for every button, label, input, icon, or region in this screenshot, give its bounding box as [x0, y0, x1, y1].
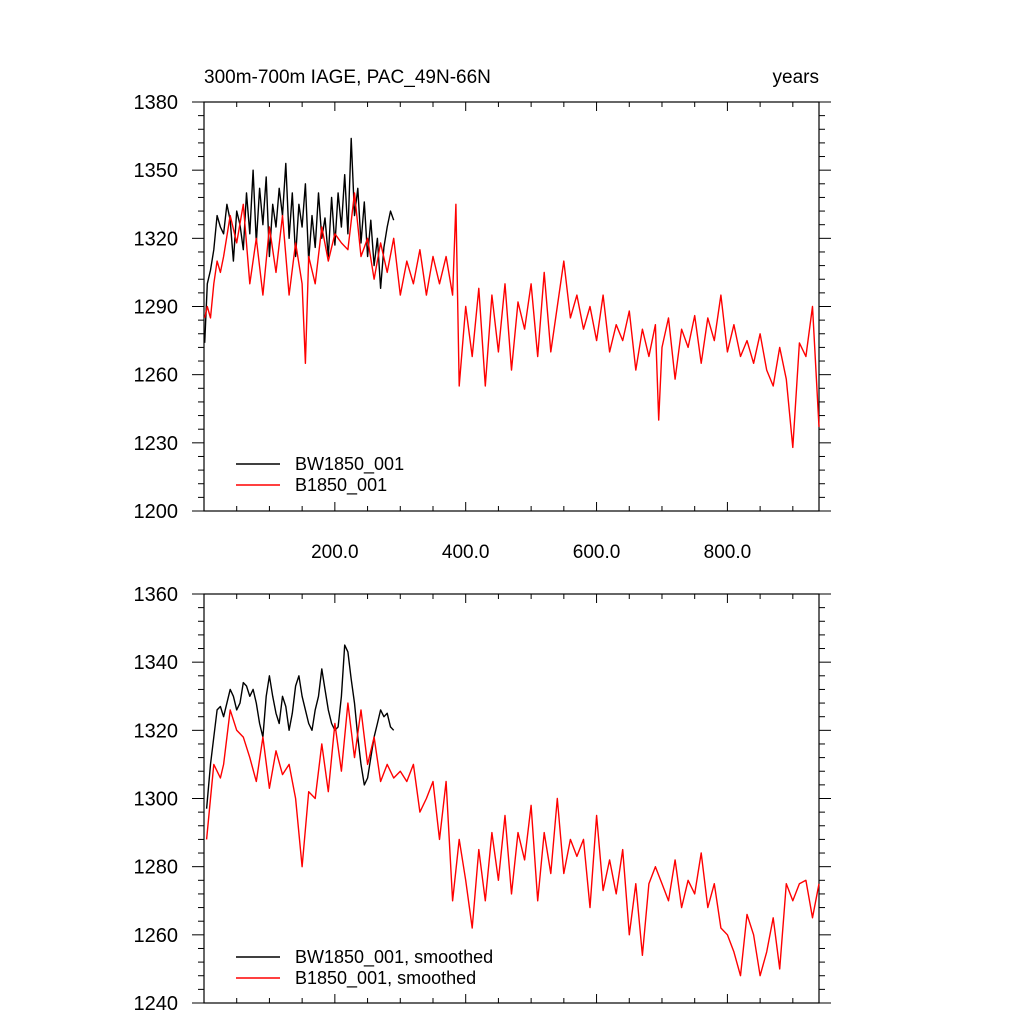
- y-tick-label: 1240: [134, 993, 179, 1015]
- legend-label: BW1850_001: [295, 454, 404, 475]
- top-chart-panel: 200.0 400.0 600.0 800.0 1200 1230 1260 1290 1320…: [134, 92, 831, 563]
- y-tick-label: 1230: [134, 433, 179, 455]
- y-tick-label: 1380: [134, 92, 179, 114]
- legend-label: B1850_001: [295, 475, 387, 496]
- y-tick-label: 1360: [134, 584, 179, 606]
- x-tick-label: 400.0: [442, 542, 490, 563]
- plot-frame: [203, 101, 820, 512]
- legend-label: BW1850_001, smoothed: [295, 947, 493, 968]
- series-line-b1850: [204, 192, 820, 449]
- x-tick-label: 800.0: [704, 542, 752, 563]
- y-tick-label: 1290: [134, 297, 179, 319]
- series-line-bw1850: [204, 137, 395, 343]
- figure-units: years: [773, 67, 819, 88]
- y-tick-label: 1350: [134, 160, 179, 182]
- y-tick-label: 1320: [134, 228, 179, 250]
- y-tick-label: 1340: [134, 652, 179, 674]
- y-tick-label: 1260: [134, 365, 179, 387]
- y-tick-label: 1300: [134, 789, 179, 811]
- series-line-bw1850: [205, 644, 395, 809]
- x-tick-label: 200.0: [311, 542, 359, 563]
- y-tick-label: 1320: [134, 720, 179, 742]
- figure-title: 300m-700m IAGE, PAC_49N-66N: [204, 67, 491, 88]
- y-tick-label: 1280: [134, 857, 179, 879]
- legend-label: B1850_001, smoothed: [295, 968, 476, 989]
- y-tick-label: 1200: [134, 501, 179, 523]
- y-tick-label: 1260: [134, 925, 179, 947]
- x-tick-label: 600.0: [573, 542, 621, 563]
- bottom-chart-panel: 1240 1260 1280 1300 1320 1340 1360 BW1850_001, …: [134, 584, 831, 1015]
- series-line-b1850: [205, 702, 820, 977]
